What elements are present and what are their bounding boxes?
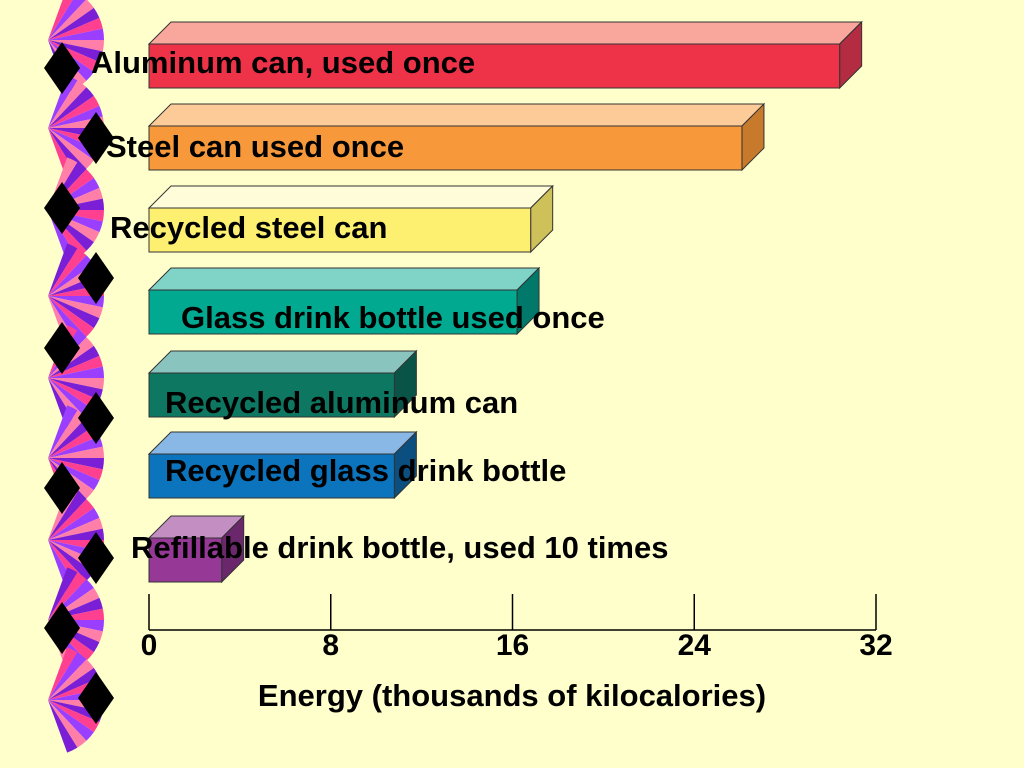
- fan-blade: [48, 7, 100, 41]
- bar: [147, 514, 245, 584]
- bar-top-face: [147, 431, 418, 455]
- diamond-icon: [44, 602, 80, 654]
- bar: [147, 20, 863, 90]
- bar-top-face: [147, 185, 554, 209]
- fan-blade: [48, 700, 78, 753]
- fan-blade: [48, 0, 73, 40]
- category-label: Steel can used once: [106, 129, 404, 164]
- fan-blade: [48, 296, 103, 319]
- fan-blade: [48, 95, 100, 128]
- fan-blade: [48, 243, 78, 296]
- fan-blade: [48, 659, 94, 700]
- category-label: Refillable drink bottle, used 10 times: [131, 530, 668, 565]
- bar-top-face: [147, 267, 541, 291]
- diamond-icon: [78, 532, 114, 584]
- fan-blade: [48, 128, 94, 169]
- bar-front-face: [148, 453, 395, 499]
- fan-blade: [48, 80, 87, 128]
- fan-blade: [48, 700, 103, 723]
- fan-blade: [48, 572, 87, 620]
- fan-blade: [48, 378, 100, 411]
- category-label: Recycled glass drink bottle: [165, 453, 566, 488]
- fan-blade: [48, 458, 104, 470]
- fan-blade: [48, 446, 104, 458]
- x-tick-label: 0: [141, 629, 158, 662]
- fan-ornament: [48, 647, 104, 753]
- fan-blade: [48, 540, 94, 581]
- fan-blade: [48, 700, 87, 748]
- bar: [147, 430, 418, 500]
- diamond-icon: [78, 672, 114, 724]
- fan-blade: [48, 567, 78, 620]
- fan-blade: [48, 700, 100, 733]
- fan-blade: [48, 17, 103, 40]
- fan-blade: [48, 378, 104, 390]
- bar-front-face: [148, 125, 743, 171]
- x-tick-label: 8: [322, 629, 339, 662]
- fan-blade: [48, 296, 104, 308]
- fan-blade: [48, 87, 94, 128]
- bar-front-face: [148, 43, 841, 89]
- fan-blade: [48, 528, 104, 540]
- fan-blade: [48, 296, 94, 337]
- fan-blade: [48, 378, 94, 419]
- bar: [147, 184, 554, 254]
- fan-blade: [48, 105, 103, 128]
- bar-top-face: [147, 350, 418, 374]
- x-tick-label: 32: [859, 629, 892, 662]
- fan-blade: [48, 255, 94, 296]
- bar: [147, 266, 541, 336]
- fan-blade: [48, 517, 103, 540]
- diamond-icon: [78, 392, 114, 444]
- diamond-icon: [44, 322, 80, 374]
- fan-blade: [48, 425, 100, 458]
- fan-blade: [48, 0, 86, 40]
- diamond-icon: [78, 112, 114, 164]
- fan-blade: [48, 507, 100, 540]
- fan-blade: [48, 405, 78, 458]
- fan-blade: [48, 410, 87, 458]
- bar-front-face: [148, 537, 223, 583]
- diamond-icon: [78, 252, 114, 304]
- diamond-icon: [44, 42, 80, 94]
- fan-blade: [48, 652, 87, 700]
- fan-blade: [48, 366, 104, 378]
- category-label: Aluminum can, used once: [91, 45, 475, 80]
- fan-blade: [48, 0, 94, 40]
- category-label: Recycled steel can: [110, 210, 387, 245]
- x-tick-label: 16: [496, 629, 529, 662]
- fan-blade: [48, 248, 87, 296]
- x-axis-label: Energy (thousands of kilocalories): [258, 678, 766, 713]
- fan-blade: [48, 417, 94, 458]
- fan-blade: [48, 435, 103, 458]
- fan-blade: [48, 667, 100, 700]
- fan-blade: [48, 75, 78, 128]
- bar: [147, 102, 766, 172]
- category-label: Glass drink bottle used once: [181, 300, 605, 335]
- fan-blade: [48, 378, 103, 401]
- fan-blade: [48, 647, 78, 700]
- fan-blade: [48, 296, 100, 329]
- x-tick-label: 24: [678, 629, 712, 662]
- fan-blade: [48, 700, 94, 741]
- bar-top-face: [147, 103, 766, 127]
- category-label: Recycled aluminum can: [165, 385, 518, 420]
- fan-blade: [48, 28, 104, 40]
- bar: [147, 349, 418, 419]
- fan-blade: [48, 499, 94, 540]
- fan-blade: [48, 492, 87, 540]
- bar-front-face: [148, 372, 395, 418]
- fan-blade: [48, 128, 100, 161]
- bar-front-face: [148, 289, 518, 335]
- bar-top-face: [147, 21, 863, 45]
- diamond-icon: [44, 462, 80, 514]
- bar-front-face: [148, 207, 532, 253]
- diamond-icon: [44, 182, 80, 234]
